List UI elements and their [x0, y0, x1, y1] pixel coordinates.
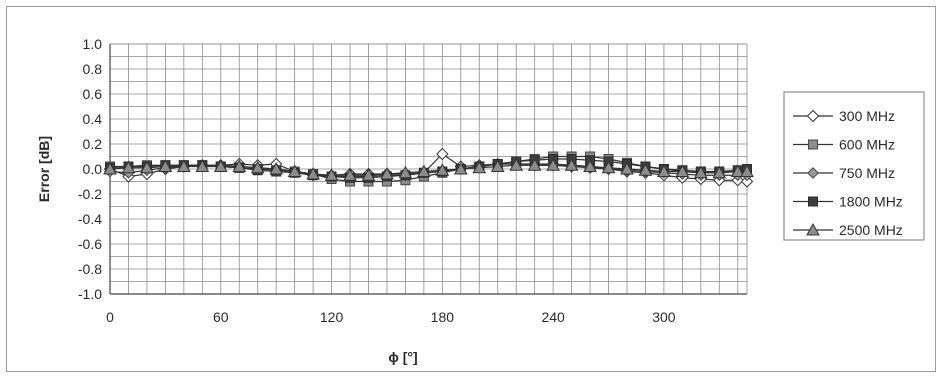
data-point	[361, 168, 376, 181]
data-point	[103, 161, 117, 175]
y-tick-label: -0.4	[78, 211, 102, 227]
data-point	[343, 168, 357, 181]
data-point	[453, 161, 468, 175]
data-point	[398, 165, 413, 179]
data-point	[436, 147, 449, 161]
y-tick-label: -0.2	[78, 186, 102, 202]
legend-entry: 2500 MHz	[793, 222, 903, 238]
data-point	[177, 159, 191, 172]
legend-marker	[806, 222, 820, 236]
data-point	[380, 166, 394, 180]
y-tick-label: 0.0	[83, 161, 103, 177]
data-point	[121, 160, 136, 174]
y-tick-label: -1.0	[78, 286, 102, 302]
legend-box	[783, 91, 925, 241]
x-tick-label: 120	[320, 309, 344, 325]
data-point	[740, 175, 754, 188]
data-point	[675, 164, 690, 177]
data-point	[509, 158, 524, 171]
legend-label: 300 MHz	[839, 108, 895, 124]
y-axis-title: Error [dB]	[36, 136, 52, 202]
y-tick-label: 0.6	[83, 86, 103, 102]
legend-entry: 750 MHz	[793, 165, 895, 181]
legend-label: 2500 MHz	[839, 222, 903, 238]
legend: 300 MHz 600 MHz 750 MHz 1800 MHz 2500 MHz	[783, 91, 925, 241]
data-point	[490, 159, 505, 172]
data-point	[583, 159, 597, 172]
chart-frame: 1.0 0.8 0.6 0.4 0.2 0.0 -0.2 -0.4 -0.6 -0.8 -1.0 0 6…	[6, 6, 936, 372]
data-point	[712, 165, 727, 179]
legend-label: 600 MHz	[839, 137, 895, 153]
y-tick-label: 1.0	[83, 36, 103, 52]
y-tick-label: 0.8	[83, 61, 103, 77]
data-point	[213, 159, 228, 172]
legend-marker	[806, 109, 820, 123]
x-tick-label: 60	[213, 309, 229, 325]
series-2500-mhz	[103, 158, 754, 181]
x-tick-label: 240	[541, 309, 565, 325]
data-point	[601, 160, 616, 174]
data-point	[657, 164, 671, 177]
data-point	[417, 164, 431, 177]
x-tick-label: 180	[431, 309, 455, 325]
data-point	[287, 164, 302, 177]
data-point	[693, 165, 708, 179]
data-point	[250, 160, 265, 174]
data-point	[546, 158, 560, 171]
legend-label: 1800 MHz	[839, 194, 903, 210]
data-point	[232, 159, 247, 172]
data-point	[269, 161, 284, 175]
data-point	[740, 164, 754, 177]
tick-labels: 1.0 0.8 0.6 0.4 0.2 0.0 -0.2 -0.4 -0.6 -0.8 -1.00 6…	[78, 36, 676, 325]
data-point	[435, 163, 450, 176]
data-point	[564, 158, 579, 171]
x-tick-label: 300	[652, 309, 676, 325]
x-tick-label: 0	[106, 309, 114, 325]
legend-entry: 1800 MHz	[793, 194, 903, 210]
data-point	[140, 160, 154, 174]
series-group	[103, 147, 754, 188]
data-point	[472, 160, 487, 174]
legend-entry: 600 MHz	[793, 137, 895, 153]
y-tick-label: -0.8	[78, 261, 102, 277]
legend-entry: 300 MHz	[793, 108, 895, 124]
legend-marker	[808, 196, 818, 207]
data-point	[620, 161, 634, 175]
data-point	[306, 166, 320, 180]
data-point	[324, 168, 339, 181]
legend-label: 750 MHz	[839, 165, 895, 181]
data-point	[730, 164, 745, 177]
y-tick-label: -0.6	[78, 236, 102, 252]
y-tick-label: 0.2	[83, 136, 103, 152]
data-point	[527, 158, 542, 171]
data-point	[638, 163, 653, 176]
chart-svg: 1.0 0.8 0.6 0.4 0.2 0.0 -0.2 -0.4 -0.6 -0.8 -1.00 6…	[36, 36, 925, 365]
y-tick-label: 0.4	[83, 111, 103, 127]
legend-marker	[807, 167, 819, 179]
data-point	[195, 159, 210, 172]
data-point	[158, 159, 173, 172]
x-axis-title: ϕ [°]	[388, 349, 417, 365]
legend-marker	[808, 139, 818, 150]
